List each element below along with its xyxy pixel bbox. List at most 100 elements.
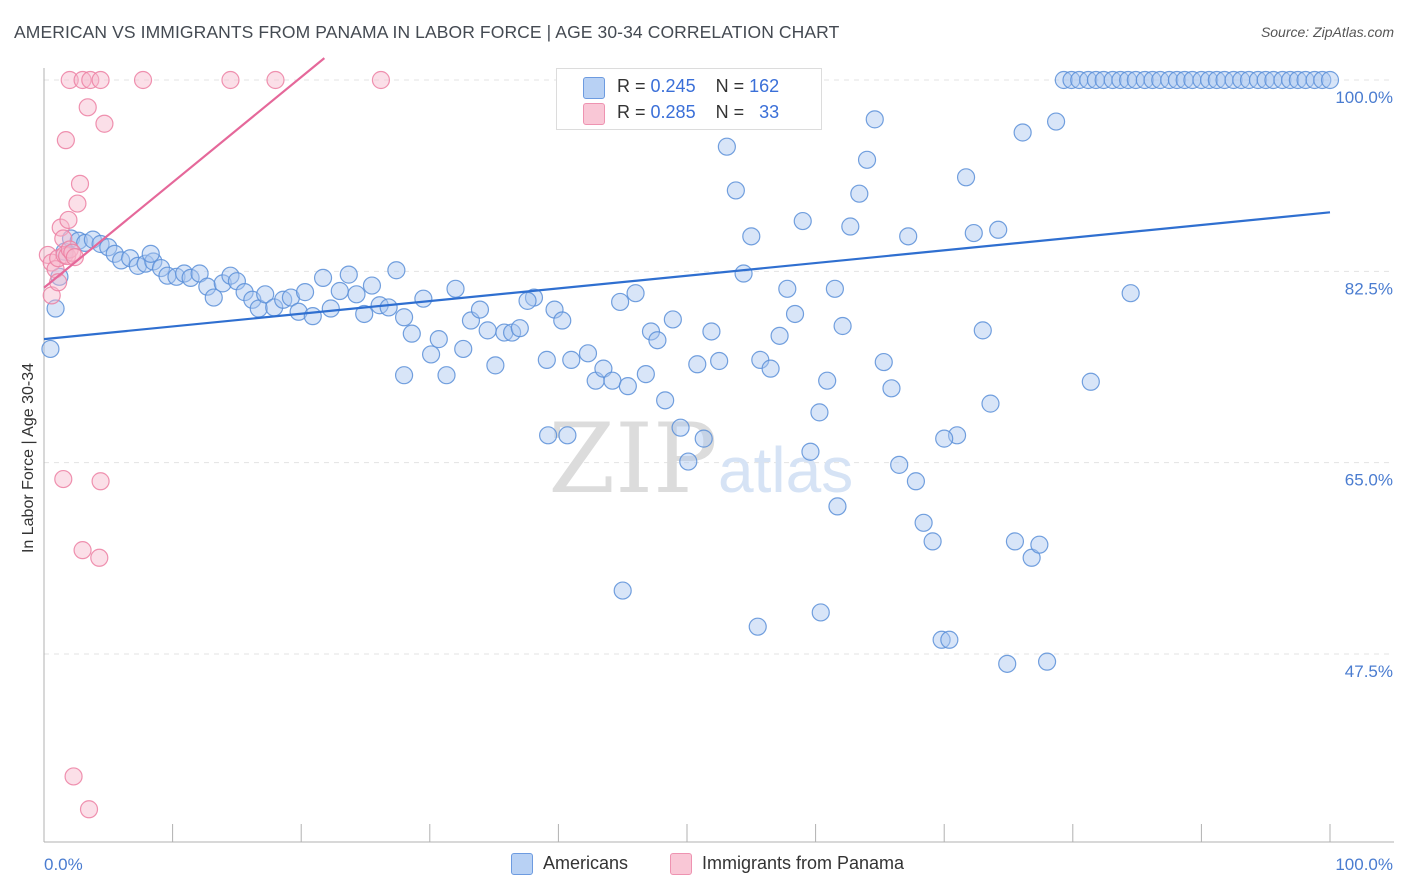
- panama-point: [79, 800, 99, 819]
- american-point: [437, 366, 456, 385]
- american-point: [890, 455, 909, 474]
- american-point: [1121, 284, 1140, 303]
- american-point: [1281, 70, 1300, 90]
- american-point: [793, 211, 812, 231]
- american-point: [204, 288, 223, 307]
- american-point: [181, 268, 200, 287]
- american-point: [899, 227, 918, 246]
- panama-point: [91, 70, 110, 90]
- panama-point: [68, 194, 87, 213]
- american-point: [801, 442, 820, 461]
- american-point: [748, 617, 767, 636]
- american-point: [964, 223, 983, 243]
- american-point: [857, 150, 877, 169]
- american-point: [313, 268, 333, 287]
- american-point: [810, 403, 829, 422]
- american-point: [578, 344, 598, 363]
- american-point: [594, 359, 613, 378]
- american-point: [1111, 70, 1130, 90]
- americans-legend-label: Americans: [543, 853, 629, 873]
- correlation-legend: R = 0.245 N = 162 R = 0.285 N = 33: [556, 68, 822, 130]
- panama-point: [78, 98, 97, 117]
- panama-point: [90, 548, 109, 567]
- american-point: [362, 276, 382, 295]
- panama-point: [81, 70, 100, 90]
- american-point: [636, 365, 655, 384]
- american-point: [558, 426, 577, 445]
- panama-point: [51, 218, 70, 237]
- y-tick-label: 65.0%: [1345, 471, 1393, 490]
- panama-legend-swatch: [670, 853, 692, 875]
- american-point: [1005, 532, 1025, 551]
- american-point: [656, 391, 675, 410]
- american-point: [1013, 123, 1032, 142]
- american-point: [679, 452, 698, 471]
- american-point: [1103, 70, 1122, 90]
- watermark-zip: ZIP: [548, 403, 717, 515]
- american-point: [626, 284, 645, 303]
- american-point: [865, 110, 884, 129]
- panama-r-value: 0.285: [650, 102, 696, 122]
- american-point: [956, 168, 976, 187]
- american-point: [1273, 70, 1292, 90]
- american-point: [394, 366, 414, 385]
- american-point: [1046, 112, 1066, 131]
- american-point: [923, 532, 942, 551]
- panama-point: [95, 114, 114, 133]
- american-point: [1167, 70, 1187, 90]
- american-point: [1200, 70, 1219, 90]
- americans-swatch: [583, 77, 605, 99]
- panama-n-label: N =: [715, 102, 745, 122]
- americans-legend-swatch: [511, 853, 533, 875]
- trend-lines: [43, 57, 1331, 341]
- americans-trend-line: [43, 211, 1331, 341]
- american-point: [742, 227, 761, 246]
- source-credit: Source: ZipAtlas.com: [1260, 24, 1394, 40]
- american-point: [394, 308, 414, 327]
- american-point: [694, 429, 713, 448]
- american-point: [778, 279, 797, 298]
- y-tick-label: 82.5%: [1345, 279, 1393, 298]
- panama-point: [60, 70, 79, 90]
- gridlines: [44, 79, 1394, 655]
- american-point: [303, 307, 322, 326]
- americans-n-value: 162: [749, 76, 780, 96]
- panama-point: [59, 210, 78, 230]
- american-point: [1192, 70, 1211, 90]
- american-point: [41, 339, 60, 359]
- panama-point: [54, 469, 73, 489]
- x-tick-label: 0.0%: [44, 855, 83, 874]
- american-point: [421, 345, 441, 364]
- panama-point: [371, 70, 391, 90]
- american-point: [710, 351, 729, 371]
- american-point: [1313, 70, 1332, 90]
- american-point: [726, 181, 745, 200]
- panama-point: [221, 70, 240, 90]
- american-point: [935, 429, 954, 448]
- american-point: [402, 324, 421, 343]
- american-point: [1054, 70, 1073, 90]
- american-point: [387, 261, 406, 280]
- americans-n-label: N =: [715, 76, 745, 96]
- american-point: [1037, 652, 1057, 671]
- american-point: [932, 630, 951, 649]
- panama-point: [64, 767, 83, 786]
- american-point: [989, 220, 1008, 239]
- watermark: ZIP atlas: [548, 403, 853, 515]
- panama-point: [56, 131, 75, 150]
- panama-r-label: R =: [617, 102, 646, 122]
- american-point: [295, 283, 315, 302]
- american-point: [882, 379, 901, 398]
- american-point: [256, 285, 275, 304]
- panama-point: [266, 70, 285, 90]
- panama-trend-line: [43, 57, 326, 289]
- american-point: [785, 304, 805, 324]
- american-point: [470, 300, 490, 319]
- american-point: [1160, 70, 1179, 90]
- american-point: [761, 359, 780, 378]
- american-point: [874, 352, 893, 372]
- american-point: [648, 331, 667, 350]
- american-point: [414, 289, 433, 308]
- american-point: [289, 302, 308, 321]
- american-point: [510, 319, 529, 338]
